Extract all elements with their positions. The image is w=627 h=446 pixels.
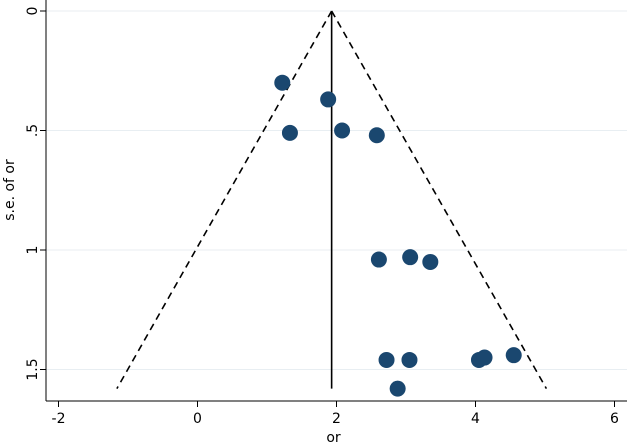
y-tick-label: 1.5 (25, 358, 41, 380)
data-points (274, 74, 522, 397)
y-tick-label: .5 (25, 124, 41, 137)
data-point (368, 127, 385, 144)
x-tick-label: 2 (332, 411, 341, 427)
y-axis-title: s.e. of or (2, 159, 18, 221)
y-tick-label: 1 (25, 246, 41, 255)
y-tick-label: 0 (25, 7, 41, 16)
y-axis-ticks: 0 .5 1 1.5 (25, 7, 46, 381)
x-tick-label: -2 (52, 411, 66, 427)
funnel-left-limit (116, 10, 333, 390)
x-tick-label: 0 (193, 411, 202, 427)
funnel-right-limit (330, 10, 548, 390)
x-tick-label: 6 (610, 411, 619, 427)
x-axis-title: or (326, 430, 341, 446)
data-point (378, 351, 395, 368)
axes (45, 0, 627, 402)
x-tick-label: 4 (471, 411, 480, 427)
data-point (334, 122, 351, 139)
data-point (281, 124, 298, 141)
data-point (505, 347, 522, 364)
data-point (402, 249, 419, 266)
data-point (389, 380, 406, 397)
data-point (422, 253, 439, 270)
data-point (370, 251, 387, 268)
data-point (274, 74, 291, 91)
funnel-limits (116, 10, 548, 390)
data-point (320, 91, 337, 108)
y-gridlines (46, 10, 627, 370)
x-axis-ticks: -2 0 2 4 6 (52, 401, 619, 427)
data-point (476, 349, 493, 366)
data-point (401, 351, 418, 368)
